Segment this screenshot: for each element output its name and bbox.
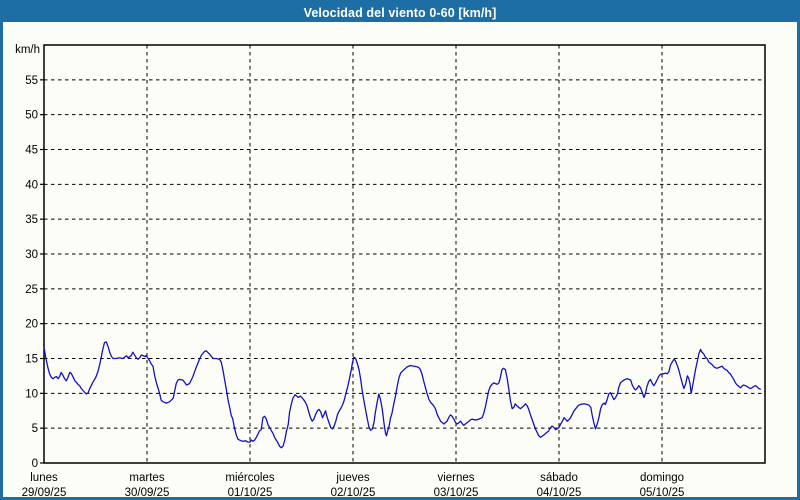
- y-axis-unit-label: km/h: [15, 44, 40, 56]
- day-name-label: lunes: [30, 472, 58, 484]
- day-name-label: domingo: [640, 472, 684, 484]
- y-axis-label: 30: [25, 249, 38, 261]
- day-date-label: 30/09/25: [125, 487, 170, 499]
- chart-title: Velocidad del viento 0-60 [km/h]: [303, 5, 497, 20]
- day-date-label: 01/10/25: [228, 487, 273, 499]
- day-name-label: sábado: [540, 472, 578, 484]
- y-axis-label: 0: [32, 458, 38, 470]
- y-axis-label: 25: [25, 284, 38, 296]
- y-axis-label: 45: [25, 145, 38, 157]
- y-axis-label: 50: [25, 110, 38, 122]
- y-axis-label: 40: [25, 179, 38, 191]
- y-axis-label: 20: [25, 319, 38, 331]
- day-name-label: jueves: [335, 472, 369, 484]
- day-date-label: 02/10/25: [331, 487, 376, 499]
- y-axis-label: 15: [25, 354, 38, 366]
- day-name-label: miércoles: [225, 472, 274, 484]
- y-axis-label: 35: [25, 214, 38, 226]
- wind-speed-line-chart: 0 5 10 15 20 25 30 35 40 45 50 55 km/h lunes 29/09/25 m…: [15, 44, 766, 499]
- day-date-label: 03/10/25: [434, 487, 479, 499]
- day-name-label: martes: [129, 472, 164, 484]
- chart-title-bar: Velocidad del viento 0-60 [km/h]: [3, 3, 797, 22]
- day-date-label: 04/10/25: [537, 487, 582, 499]
- y-axis-label: 55: [25, 75, 38, 87]
- y-axis-label: 5: [32, 423, 38, 435]
- day-name-label: viernes: [437, 472, 474, 484]
- day-date-label: 29/09/25: [22, 487, 67, 499]
- wind-speed-line: [43, 341, 761, 449]
- day-date-label: 05/10/25: [640, 487, 685, 499]
- y-axis-label: 10: [25, 388, 38, 400]
